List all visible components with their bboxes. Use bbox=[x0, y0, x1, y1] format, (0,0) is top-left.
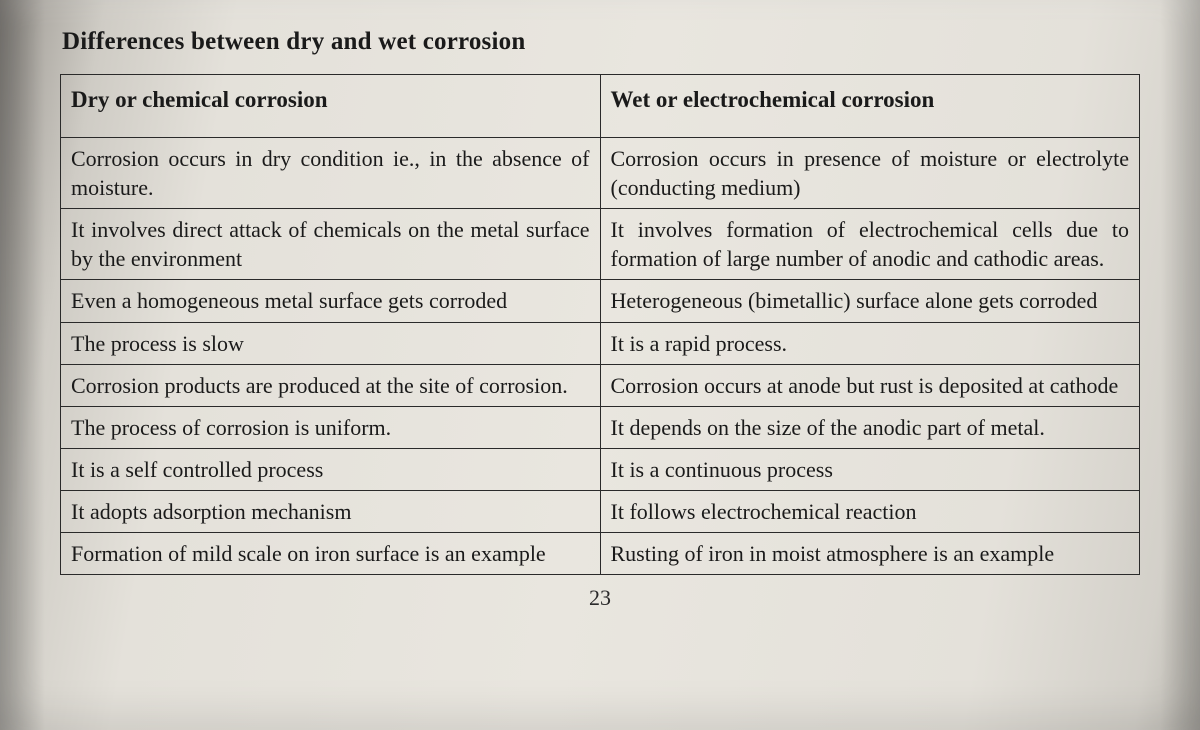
table-row: The process of corrosion is uniform.It d… bbox=[61, 406, 1140, 448]
cell-wet: Corrosion occurs at anode but rust is de… bbox=[600, 364, 1140, 406]
page-number: 23 bbox=[60, 585, 1140, 611]
cell-dry: It is a self controlled process bbox=[61, 448, 601, 490]
column-header-wet: Wet or electrochemical corrosion bbox=[600, 75, 1140, 138]
cell-dry: The process of corrosion is uniform. bbox=[61, 406, 601, 448]
cell-wet: Heterogeneous (bimetallic) surface alone… bbox=[600, 280, 1140, 322]
table-row: Corrosion occurs in dry condition ie., i… bbox=[61, 138, 1140, 209]
cell-wet: Rusting of iron in moist atmosphere is a… bbox=[600, 532, 1140, 574]
cell-dry: It adopts adsorption mechanism bbox=[61, 490, 601, 532]
cell-wet: It involves formation of electrochemical… bbox=[600, 209, 1140, 280]
cell-dry: It involves direct attack of chemicals o… bbox=[61, 209, 601, 280]
table-row: Formation of mild scale on iron surface … bbox=[61, 532, 1140, 574]
cell-dry: Corrosion products are produced at the s… bbox=[61, 364, 601, 406]
table-row: Even a homogeneous metal surface gets co… bbox=[61, 280, 1140, 322]
section-heading: Differences between dry and wet corrosio… bbox=[62, 28, 1140, 56]
table-row: It adopts adsorption mechanismIt follows… bbox=[61, 490, 1140, 532]
table-row: It is a self controlled processIt is a c… bbox=[61, 448, 1140, 490]
cell-wet: It depends on the size of the anodic par… bbox=[600, 406, 1140, 448]
cell-wet: It is a rapid process. bbox=[600, 322, 1140, 364]
table-row: It involves direct attack of chemicals o… bbox=[61, 209, 1140, 280]
page-gutter-shadow-right bbox=[1160, 0, 1200, 730]
cell-dry: Even a homogeneous metal surface gets co… bbox=[61, 280, 601, 322]
table-header-row: Dry or chemical corrosion Wet or electro… bbox=[61, 75, 1140, 138]
comparison-table: Dry or chemical corrosion Wet or electro… bbox=[60, 74, 1140, 575]
cell-wet: Corrosion occurs in presence of moisture… bbox=[600, 138, 1140, 209]
column-header-dry: Dry or chemical corrosion bbox=[61, 75, 601, 138]
cell-wet: It follows electrochemical reaction bbox=[600, 490, 1140, 532]
table-row: The process is slowIt is a rapid process… bbox=[61, 322, 1140, 364]
cell-dry: Corrosion occurs in dry condition ie., i… bbox=[61, 138, 601, 209]
page-gutter-shadow-left bbox=[0, 0, 45, 730]
table-row: Corrosion products are produced at the s… bbox=[61, 364, 1140, 406]
textbook-page: Differences between dry and wet corrosio… bbox=[60, 28, 1140, 611]
cell-wet: It is a continuous process bbox=[600, 448, 1140, 490]
cell-dry: The process is slow bbox=[61, 322, 601, 364]
cell-dry: Formation of mild scale on iron surface … bbox=[61, 532, 601, 574]
table-body: Corrosion occurs in dry condition ie., i… bbox=[61, 138, 1140, 574]
